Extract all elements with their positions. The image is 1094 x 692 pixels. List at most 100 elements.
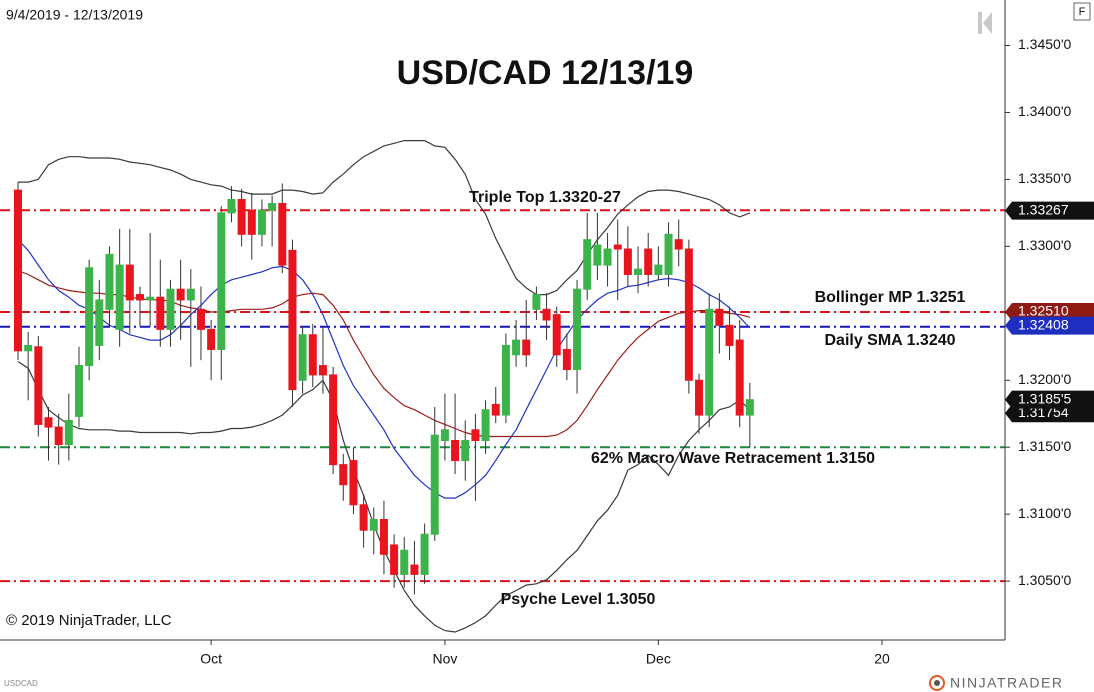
y-tick-label: 1.3400'0 xyxy=(1018,103,1071,119)
plot-area xyxy=(0,140,1005,633)
annotation: Bollinger MP 1.3251 xyxy=(815,289,966,306)
indicator-line xyxy=(18,140,751,296)
candle-body xyxy=(339,464,348,486)
candle-body xyxy=(44,417,53,428)
price-marker xyxy=(1005,201,1094,220)
candle-body xyxy=(14,189,22,352)
price-marker-label: 1.32510 xyxy=(1018,303,1069,319)
price-marker xyxy=(1005,302,1094,321)
corner-button-box[interactable] xyxy=(1073,2,1091,21)
candle-body xyxy=(440,429,449,442)
candle-body xyxy=(410,564,419,575)
candle-body xyxy=(247,209,256,235)
candle-body xyxy=(135,294,144,301)
annotation: Daily SMA 1.3240 xyxy=(824,332,955,349)
candle-body xyxy=(634,268,643,275)
candle-body xyxy=(34,346,43,425)
candle-body xyxy=(308,334,317,376)
candle-body xyxy=(278,203,287,266)
candle-body xyxy=(654,264,663,275)
candle-body xyxy=(725,324,734,346)
candle-body xyxy=(298,334,307,381)
candle-body xyxy=(674,239,683,250)
candle-body xyxy=(735,339,744,416)
candle-body xyxy=(562,348,571,371)
candle-body xyxy=(623,248,632,275)
candle-body xyxy=(573,288,582,371)
candle-body xyxy=(481,409,490,442)
annotation: Psyche Level 1.3050 xyxy=(501,591,656,608)
candle-body xyxy=(257,209,266,235)
candle-body xyxy=(512,339,521,356)
candle-body xyxy=(583,239,592,290)
chart-title: USD/CAD 12/13/19 xyxy=(397,54,694,92)
x-tick-label: 20 xyxy=(874,651,890,667)
x-tick-label: Dec xyxy=(646,651,671,667)
logo: NINJATRADER xyxy=(950,675,1063,691)
candle-body xyxy=(125,264,134,301)
candle-body xyxy=(196,308,205,330)
annotation: 62% Macro Wave Retracement 1.3150 xyxy=(591,450,875,467)
price-marker-label: 1.3185'5 xyxy=(1018,390,1071,406)
candle-body xyxy=(684,248,693,381)
candle-body xyxy=(552,314,561,356)
candle-body xyxy=(288,249,297,391)
y-tick-label: 1.3350'0 xyxy=(1018,170,1071,186)
candle-body xyxy=(24,344,33,352)
candle-body xyxy=(85,267,94,367)
candle-body xyxy=(390,544,399,575)
candle-body xyxy=(491,403,500,416)
candle-body xyxy=(705,308,714,416)
candle-body xyxy=(379,518,388,555)
candle-body xyxy=(369,518,378,531)
candle-body xyxy=(451,440,460,462)
candle-body xyxy=(532,294,541,310)
x-tick-label: Oct xyxy=(200,651,222,667)
y-tick-label: 1.3200'0 xyxy=(1018,371,1071,387)
candle-body xyxy=(745,399,754,416)
candle-body xyxy=(420,533,429,575)
candle-body xyxy=(268,203,277,211)
candle-body xyxy=(217,212,226,350)
candle-body xyxy=(644,248,653,275)
candle-body xyxy=(430,434,439,535)
y-tick-label: 1.3050'0 xyxy=(1018,572,1071,588)
y-tick-label: 1.3450'0 xyxy=(1018,36,1071,52)
candle-body xyxy=(359,504,368,531)
candle-body xyxy=(105,253,114,310)
candle-body xyxy=(593,244,602,266)
candle-body xyxy=(603,248,612,266)
candle-body xyxy=(207,328,216,350)
y-tick-label: 1.3300'0 xyxy=(1018,237,1071,253)
price-marker xyxy=(1005,390,1094,409)
price-marker xyxy=(1005,404,1094,423)
collapse-icon[interactable] xyxy=(978,12,992,34)
candle-body xyxy=(74,365,83,417)
logo-icon xyxy=(929,675,945,691)
candle-body xyxy=(156,296,165,330)
candle-body xyxy=(471,429,480,442)
candle-body xyxy=(542,308,551,321)
corner-button[interactable]: F xyxy=(1079,6,1086,18)
x-tick-label: Nov xyxy=(432,651,457,667)
price-marker-label: 1.32408 xyxy=(1018,316,1069,332)
y-tick-label: 1.3100'0 xyxy=(1018,505,1071,521)
candle-body xyxy=(146,296,155,301)
price-marker-label: 1.33267 xyxy=(1018,201,1069,217)
symbol: USDCAD xyxy=(4,679,38,688)
y-tick-label: 1.3150'0 xyxy=(1018,438,1071,454)
candle-body xyxy=(227,198,236,214)
candle-body xyxy=(461,440,470,462)
candle-body xyxy=(186,288,195,301)
candle-body xyxy=(64,419,73,446)
candle-body xyxy=(613,244,622,250)
annotation: Triple Top 1.3320-27 xyxy=(469,189,621,206)
candle-body xyxy=(695,379,704,416)
candle-body xyxy=(349,460,358,506)
price-marker xyxy=(1005,316,1094,335)
candle-body xyxy=(115,264,124,330)
candle-body xyxy=(176,288,185,301)
